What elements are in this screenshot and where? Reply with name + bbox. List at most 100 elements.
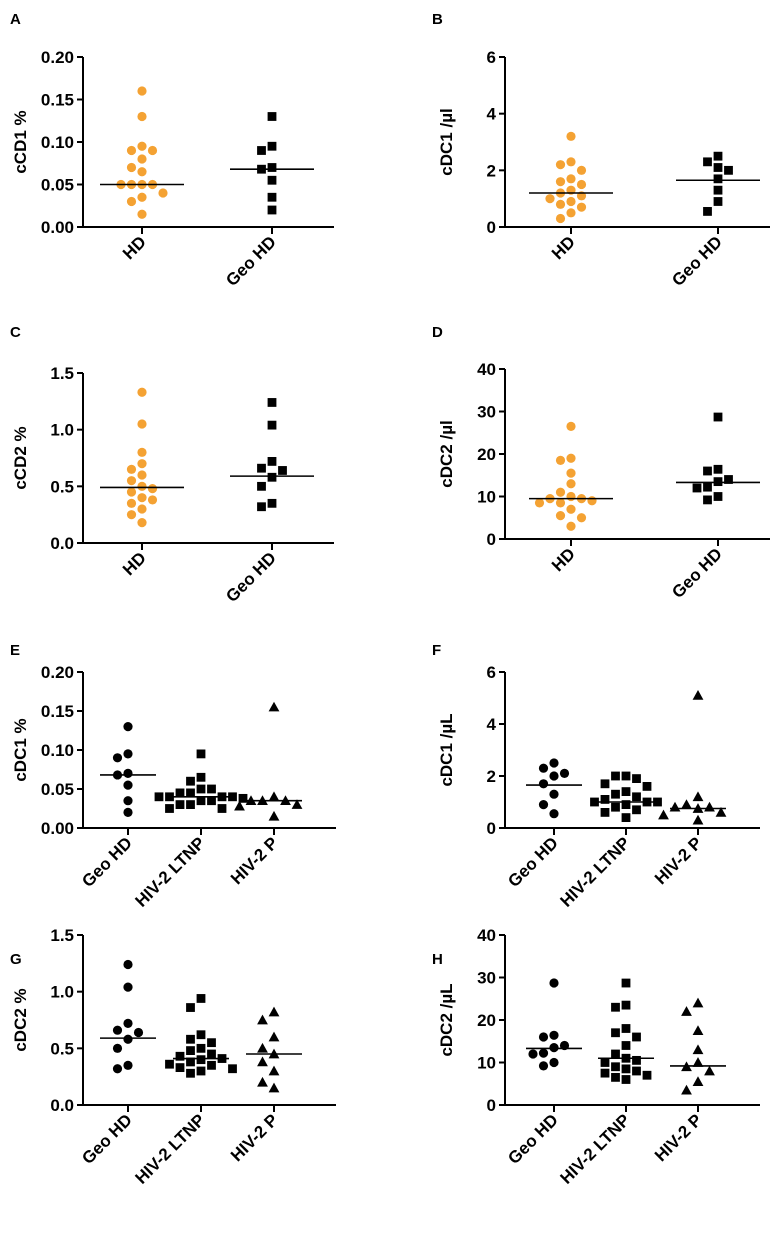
x-tick-label: HD [548,544,579,575]
y-tick-label: 4 [487,715,497,734]
data-point [257,463,266,473]
data-point [267,112,277,121]
y-tick-label: 0.00 [41,218,74,237]
series-hiv-2-ltnp [598,978,654,1084]
data-point [196,1055,206,1065]
data-point [621,1041,631,1050]
x-tick-label: HIV-2 LTNP [556,1110,633,1187]
y-tick-label: 0 [487,819,496,838]
x-tick-label: HIV-2 P [651,833,706,888]
data-point [703,466,712,476]
y-tick-label: 1.0 [50,421,74,440]
data-point [538,763,549,773]
series-hiv-2-ltnp [590,771,662,822]
data-point [268,810,280,821]
data-point [538,1032,549,1042]
y-tick-label: 1.5 [50,926,74,945]
data-point [257,1076,268,1087]
data-point [576,179,587,190]
data-point [175,1063,185,1072]
data-point [126,464,137,474]
data-point [549,771,559,781]
data-point [566,491,576,502]
panel-a: A 0.00 0.05 0.10 0.15 0.20 cCD1 % HD Geo HD [10,11,334,290]
data-point [611,1049,620,1059]
data-point [126,498,137,508]
data-point [528,1049,538,1059]
series-hd [529,131,613,224]
data-point [126,487,137,497]
data-point [123,768,133,779]
data-point [692,1044,704,1055]
data-point [566,521,576,531]
data-point [196,749,206,759]
data-point [278,466,287,475]
data-point [713,174,723,184]
data-point [713,412,723,422]
data-point [268,1031,280,1042]
data-point [576,165,587,175]
data-point [713,151,723,161]
data-point [126,145,137,156]
data-point [207,784,216,794]
data-point [196,796,206,806]
series-geo-hd [526,758,582,819]
data-point [186,1034,195,1044]
data-point [549,978,559,988]
data-point [137,209,147,219]
y-tick-label: 6 [487,48,496,67]
data-point [267,192,277,202]
y-tick-label: 0.05 [41,176,74,195]
data-point [126,162,137,173]
data-point [600,1068,610,1078]
data-point [137,470,147,480]
data-point [123,807,133,818]
data-point [186,788,195,798]
data-point [642,1070,652,1080]
y-tick-label: 0 [487,530,496,549]
data-point [549,758,559,768]
data-point [165,804,174,813]
data-point [238,793,248,803]
series-geo-hd [676,151,760,216]
data-point [549,789,559,799]
data-point [632,1032,641,1042]
data-point [549,1030,559,1040]
data-point [566,453,576,463]
y-tick-label: 40 [477,926,496,945]
data-point [175,800,185,809]
y-tick-label: 1.5 [50,364,74,383]
data-point [137,504,147,514]
data-point [653,797,662,807]
data-point [147,484,158,494]
data-point [692,1025,704,1035]
data-point [196,784,206,794]
x-tick-label: Geo HD [222,548,280,606]
series-hiv-2-p [246,1006,302,1093]
data-point [154,792,164,802]
data-point [555,511,566,521]
x-tick-label: Geo HD [504,1110,562,1168]
data-point [137,154,147,164]
data-point [137,141,147,151]
data-point [611,771,620,781]
data-point [137,447,147,457]
data-point [257,146,266,155]
y-tick-label: 1.0 [50,983,74,1002]
data-point [257,1056,268,1067]
data-point [715,807,727,817]
data-point [621,1075,631,1084]
data-point [566,131,576,141]
data-point [186,1046,195,1055]
data-point [703,157,712,167]
data-point [590,797,599,807]
data-point [566,479,576,489]
y-tick-label: 0.0 [50,534,74,553]
data-point [534,498,545,508]
data-point [538,1048,549,1058]
y-tick-label: 4 [487,105,497,124]
data-point [147,495,158,505]
data-point [267,398,277,407]
y-axis-title: cDC2 /µl [437,420,456,487]
